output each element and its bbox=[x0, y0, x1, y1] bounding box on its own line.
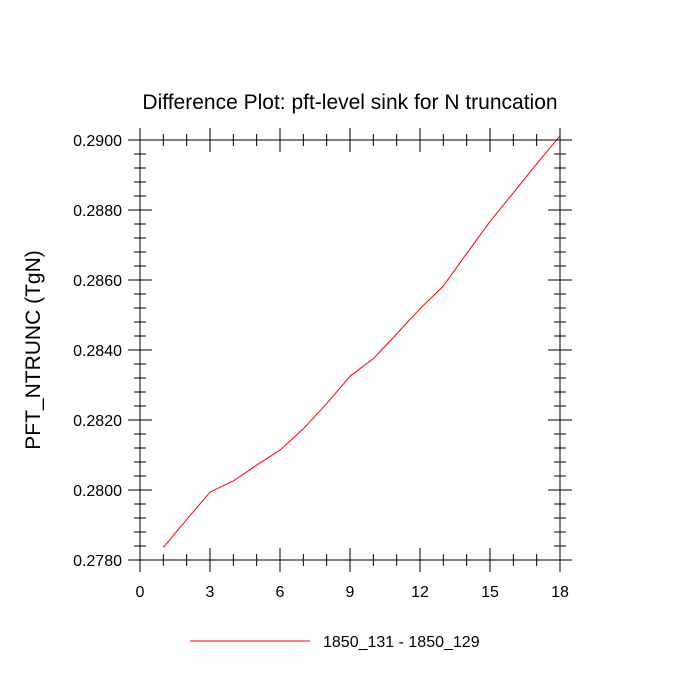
x-tick-label: 18 bbox=[551, 584, 569, 601]
axis-ticks bbox=[128, 128, 572, 572]
y-tick-label: 0.2860 bbox=[73, 273, 122, 290]
series-line bbox=[162, 135, 561, 548]
x-tick-label: 6 bbox=[276, 584, 285, 601]
x-tick-label: 15 bbox=[481, 584, 499, 601]
x-tick-label: 9 bbox=[346, 584, 355, 601]
y-tick-label: 0.2780 bbox=[73, 553, 122, 570]
x-tick-label: 3 bbox=[206, 584, 215, 601]
x-tick-label: 0 bbox=[136, 584, 145, 601]
y-tick-label: 0.2800 bbox=[73, 483, 122, 500]
legend: 1850_131 - 1850_129 bbox=[190, 634, 480, 651]
y-axis-label: PFT_NTRUNC (TgN) bbox=[22, 250, 45, 450]
y-tick-label: 0.2880 bbox=[73, 203, 122, 220]
y-tick-label: 0.2820 bbox=[73, 413, 122, 430]
legend-label: 1850_131 - 1850_129 bbox=[323, 634, 480, 651]
y-tick-label: 0.2840 bbox=[73, 343, 122, 360]
plot-frame bbox=[139, 139, 561, 561]
axis-tick-labels: 0 3 6 9 12 15 18 0.2780 0.2800 0.2820 0.2840 0.2860… bbox=[73, 133, 569, 601]
y-tick-label: 0.2900 bbox=[73, 133, 122, 150]
chart-title: Difference Plot: pft-level sink for N tr… bbox=[142, 91, 557, 114]
x-tick-label: 12 bbox=[411, 584, 429, 601]
series-lines bbox=[162, 135, 561, 548]
